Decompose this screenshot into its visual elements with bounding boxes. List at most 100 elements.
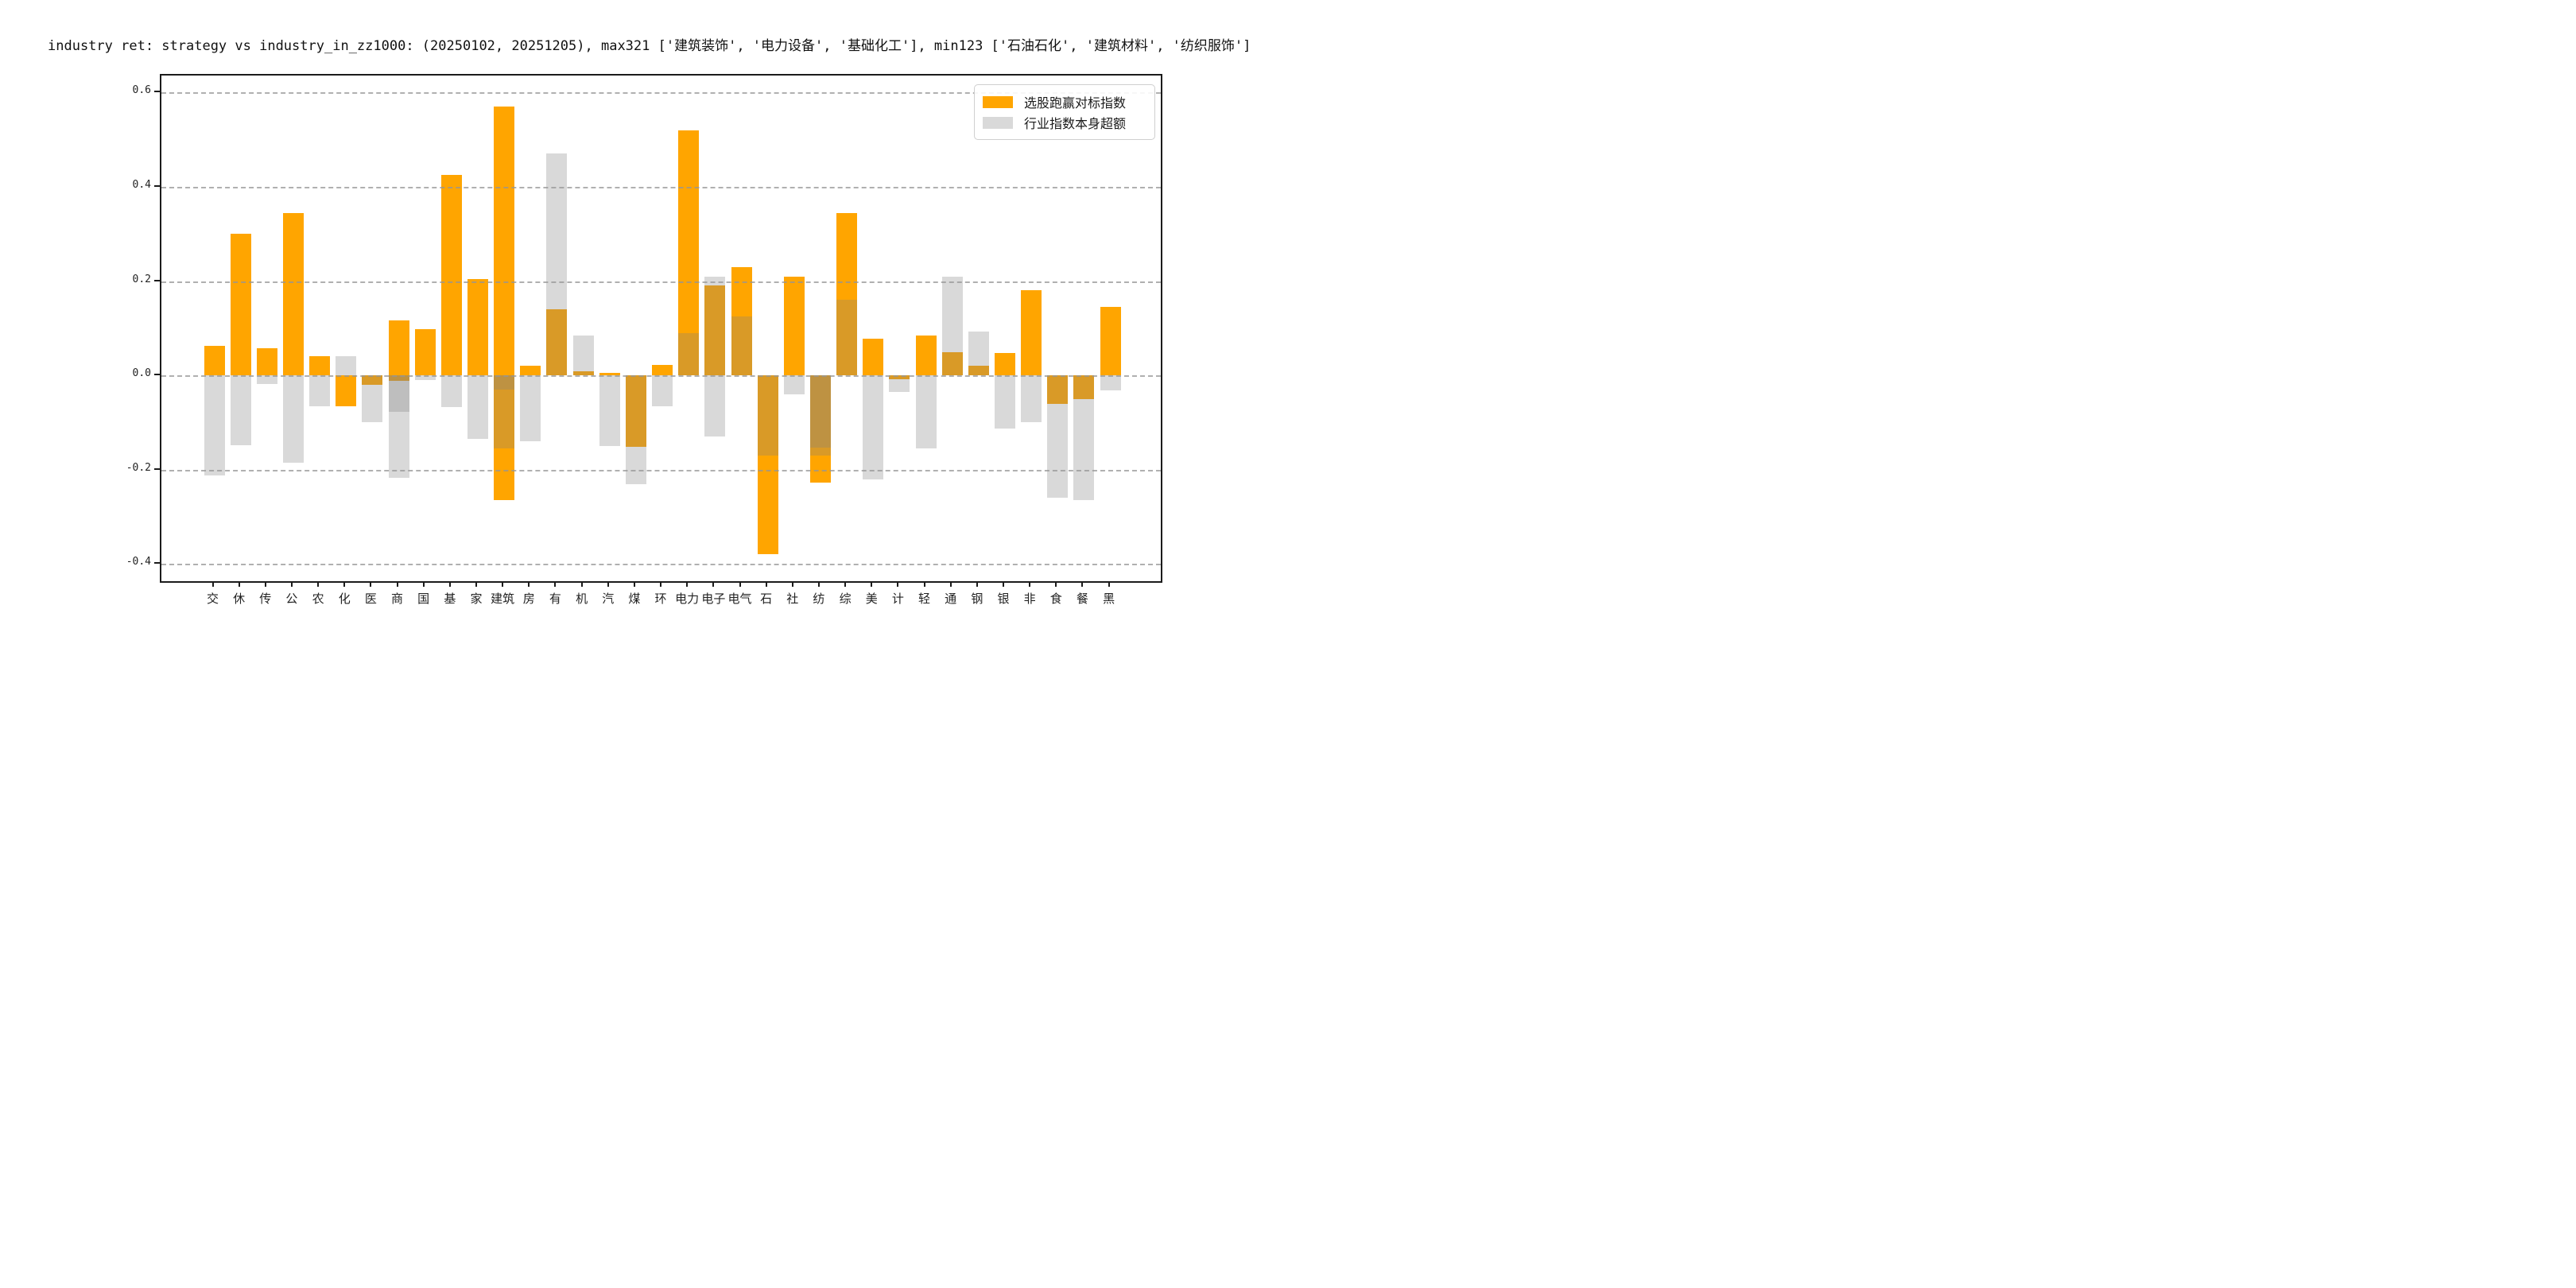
bar-gray-基 xyxy=(440,375,462,407)
xtick-mark xyxy=(765,581,767,587)
xtick-mark xyxy=(1003,581,1004,587)
bar-gray-钢 xyxy=(968,332,989,376)
bar-gray-国 xyxy=(414,375,436,381)
ytick-label: 0.0 xyxy=(132,367,151,380)
bar-gray-建筑 xyxy=(494,375,515,449)
xtick-label-煤: 煤 xyxy=(628,592,641,606)
bar-orange-电力 xyxy=(678,130,700,376)
bar-gray-社 xyxy=(783,375,805,394)
bar-orange-环 xyxy=(652,365,673,376)
bar-orange-非 xyxy=(1021,290,1042,376)
xtick-mark xyxy=(290,581,293,587)
xtick-mark xyxy=(1055,581,1057,587)
ytick-mark xyxy=(154,279,160,281)
xtick-mark xyxy=(317,581,320,587)
xtick-mark xyxy=(633,581,635,587)
xtick-label-食: 食 xyxy=(1049,592,1062,606)
bar-gray-石 xyxy=(757,375,778,456)
xtick-label-交: 交 xyxy=(206,592,219,606)
xtick-label-轻: 轻 xyxy=(918,592,931,606)
chart-figure: industry ret: strategy vs industry_in_zz… xyxy=(0,0,1288,644)
legend: 选股跑赢对标指数 行业指数本身超额 xyxy=(974,84,1155,140)
bar-gray-电力 xyxy=(678,332,700,376)
bar-gray-黑 xyxy=(1100,375,1121,391)
bar-orange-休 xyxy=(230,234,251,376)
bar-orange-交 xyxy=(204,346,225,376)
xtick-mark xyxy=(686,581,689,587)
xtick-mark xyxy=(238,581,240,587)
legend-label: 行业指数本身超额 xyxy=(1024,116,1127,131)
bar-gray-美 xyxy=(863,375,884,479)
bar-gray-轻 xyxy=(915,375,937,449)
xtick-label-医: 医 xyxy=(364,592,377,606)
xtick-mark xyxy=(528,581,530,587)
plot-area: 选股跑赢对标指数 行业指数本身超额 xyxy=(160,74,1162,583)
xtick-label-餐: 餐 xyxy=(1076,592,1088,606)
bar-orange-银 xyxy=(995,352,1015,376)
xtick-mark xyxy=(343,581,346,587)
bar-gray-医 xyxy=(362,375,383,423)
bar-gray-农 xyxy=(309,375,331,406)
bar-orange-钢 xyxy=(968,366,989,376)
gridline-y-0 xyxy=(161,375,1161,378)
ytick-label: -0.4 xyxy=(126,556,151,568)
xtick-mark xyxy=(1029,581,1031,587)
bar-orange-电气 xyxy=(731,266,752,376)
gridline-y-0.4 xyxy=(161,186,1161,188)
xtick-mark xyxy=(897,581,899,587)
xtick-mark xyxy=(448,581,451,587)
xtick-label-通: 通 xyxy=(945,592,957,606)
xtick-label-公: 公 xyxy=(285,592,298,606)
bar-orange-通 xyxy=(941,351,963,376)
xtick-label-美: 美 xyxy=(865,592,878,606)
bar-orange-纺 xyxy=(809,375,831,483)
bar-orange-医 xyxy=(362,375,383,385)
bar-gray-纺 xyxy=(809,375,831,456)
xtick-mark xyxy=(264,581,266,587)
xtick-mark xyxy=(739,581,741,587)
gridline-y-0.6 xyxy=(161,92,1161,95)
bar-orange-食 xyxy=(1047,375,1069,404)
xtick-label-计: 计 xyxy=(891,592,904,606)
xtick-mark xyxy=(976,581,978,587)
bar-orange-轻 xyxy=(915,335,937,376)
bar-orange-基 xyxy=(440,175,462,376)
bar-orange-商 xyxy=(388,320,409,376)
xtick-mark xyxy=(422,581,425,587)
bar-gray-家 xyxy=(467,375,488,440)
xtick-label-石: 石 xyxy=(760,592,773,606)
ytick-mark xyxy=(154,91,160,93)
bar-gray-传 xyxy=(256,375,277,384)
xtick-label-建筑: 建筑 xyxy=(491,592,515,606)
ytick-mark xyxy=(154,184,160,187)
xtick-label-传: 传 xyxy=(259,592,272,606)
bar-orange-计 xyxy=(889,375,910,379)
bar-orange-国 xyxy=(414,329,436,376)
bar-orange-公 xyxy=(282,212,304,376)
xtick-label-银: 银 xyxy=(997,592,1010,606)
bar-orange-建筑 xyxy=(494,375,515,501)
bar-orange-煤 xyxy=(625,375,646,448)
legend-item-industry: 行业指数本身超额 xyxy=(983,112,1146,133)
xtick-mark xyxy=(817,581,820,587)
bar-orange-黑 xyxy=(1100,307,1121,376)
xtick-mark xyxy=(1081,581,1084,587)
chart-title: industry ret: strategy vs industry_in_zz… xyxy=(48,38,1251,54)
xtick-mark xyxy=(712,581,715,587)
ytick-label: 0.6 xyxy=(132,84,151,97)
bar-orange-农 xyxy=(309,356,331,376)
bar-orange-社 xyxy=(783,276,805,376)
bar-orange-美 xyxy=(863,338,884,376)
bar-gray-房 xyxy=(520,375,541,442)
bar-gray-非 xyxy=(1021,375,1042,423)
bar-orange-商 xyxy=(388,375,409,382)
bar-gray-商 xyxy=(388,375,409,479)
legend-label: 选股跑赢对标指数 xyxy=(1024,95,1127,111)
bar-gray-计 xyxy=(889,375,910,392)
xtick-label-商: 商 xyxy=(391,592,404,606)
bar-gray-化 xyxy=(336,356,357,376)
bar-gray-建筑 xyxy=(494,375,515,390)
bar-gray-汽 xyxy=(599,375,620,447)
bar-orange-电子 xyxy=(704,285,726,376)
xtick-label-基: 基 xyxy=(444,592,456,606)
